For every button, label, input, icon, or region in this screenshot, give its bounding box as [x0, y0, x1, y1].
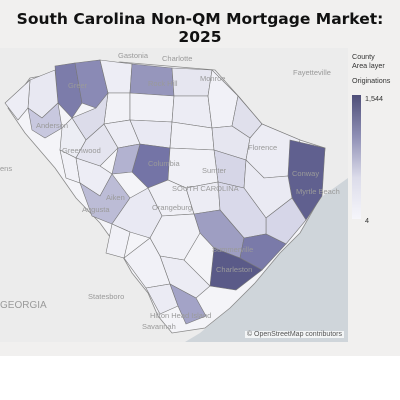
label-anderson: Anderson: [36, 121, 68, 130]
legend-max-value: 1,544: [365, 94, 383, 103]
map-legend: County Area layer Originations 1,544 4: [352, 52, 400, 225]
label-ens: ens: [0, 164, 12, 173]
footer-band: [0, 356, 400, 400]
label-gastonia: Gastonia: [118, 51, 149, 60]
label-charleston: Charleston: [216, 265, 252, 274]
label-savannah: Savannah: [142, 322, 176, 331]
county-greenwood[interactable]: [75, 123, 119, 167]
label-greer: Greer: [68, 81, 88, 90]
label-summerville: Summerville: [212, 245, 253, 254]
label-aiken: Aiken: [106, 193, 125, 202]
legend-min-value: 4: [365, 216, 369, 225]
label-monroe: Monroe: [200, 74, 225, 83]
label-statesboro: Statesboro: [88, 292, 124, 301]
choropleth-map[interactable]: Gastonia Charlotte Rock Hill Monroe Faye…: [0, 48, 348, 342]
county-hampton[interactable]: [123, 237, 171, 289]
label-greenwood: Greenwood: [62, 146, 101, 155]
label-myrtle-beach: Myrtle Beach: [296, 187, 340, 196]
county-beaufort[interactable]: [169, 283, 207, 325]
legend-layer-subtitle: Area layer: [352, 61, 385, 70]
label-augusta: Augusta: [82, 205, 110, 214]
ocean-area: [185, 178, 348, 342]
label-columbia: Columbia: [148, 159, 181, 168]
county-chester[interactable]: [129, 92, 175, 123]
map-canvas[interactable]: Gastonia Charlotte Rock Hill Monroe Faye…: [0, 48, 348, 342]
county-union[interactable]: [103, 92, 131, 125]
label-conway: Conway: [292, 169, 319, 178]
label-georgia: GEORGIA: [0, 300, 47, 311]
county-charleston[interactable]: [209, 247, 263, 291]
county-charleston-north[interactable]: [239, 233, 287, 271]
label-rock-hill: Rock Hill: [148, 79, 178, 88]
legend-color-ramp: [352, 95, 361, 219]
legend-measure: Originations: [352, 76, 391, 85]
county-lexington[interactable]: [111, 143, 141, 175]
label-sumter: Sumter: [202, 166, 227, 175]
map-attribution[interactable]: © OpenStreetMap contributors: [244, 331, 344, 338]
label-charlotte: Charlotte: [162, 54, 192, 63]
label-florence: Florence: [248, 143, 277, 152]
label-south-carolina: SOUTH CAROLINA: [172, 184, 239, 193]
label-orangeburg: Orangeburg: [152, 203, 192, 212]
label-hilton-head: Hilton Head Island: [150, 311, 211, 320]
legend-layer-title: County: [352, 52, 375, 61]
label-fayetteville: Fayetteville: [293, 68, 331, 77]
map-title: South Carolina Non-QM Mortgage Market: 2…: [16, 10, 384, 46]
